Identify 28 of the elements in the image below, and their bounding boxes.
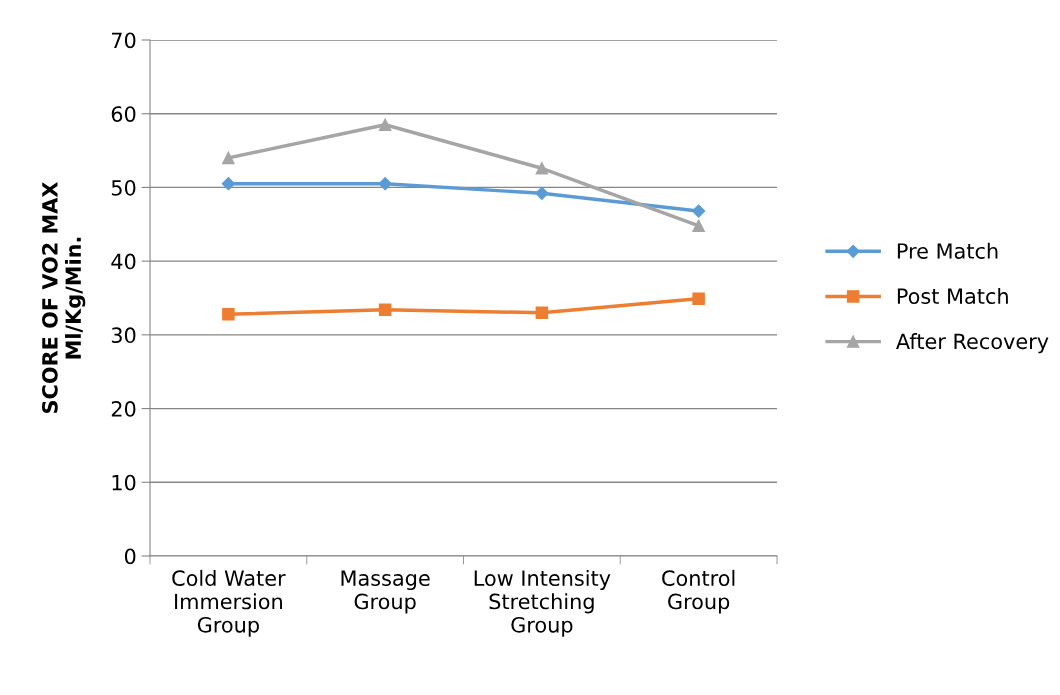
- y-axis-title: SCORE OF VO2 MAX Ml/Kg/Min.: [42, 181, 86, 413]
- y-tick-label: 10: [112, 474, 136, 491]
- y-tick-label: 0: [124, 548, 136, 565]
- point: [535, 186, 549, 200]
- legend-label: After Recovery: [896, 333, 1049, 354]
- point: [378, 177, 392, 191]
- point: [692, 219, 705, 233]
- point: [535, 162, 549, 175]
- x-tick-label: Control Group: [662, 569, 735, 614]
- point: [222, 151, 235, 165]
- point: [221, 177, 235, 191]
- y-tick-label: 40: [111, 253, 136, 270]
- point: [378, 303, 392, 317]
- legend-label: Pre Match: [897, 242, 998, 259]
- y-tick-label: 20: [111, 401, 136, 417]
- point: [692, 292, 705, 305]
- y-tick-label: 70: [112, 32, 136, 49]
- point: [535, 306, 549, 319]
- point: [222, 307, 235, 321]
- y-tick-label: 30: [111, 327, 136, 344]
- y-tick-label: 60: [111, 106, 136, 122]
- y-tick-label: 50: [111, 179, 136, 196]
- point: [378, 118, 392, 132]
- legend-label: Post Match: [897, 287, 1008, 305]
- x-tick-label: Low Intensity Stretching Group: [474, 569, 611, 637]
- point: [692, 204, 706, 218]
- x-tick-label: Cold Water Immersion Group: [172, 569, 286, 637]
- x-tick-label: Massage Group: [341, 570, 430, 614]
